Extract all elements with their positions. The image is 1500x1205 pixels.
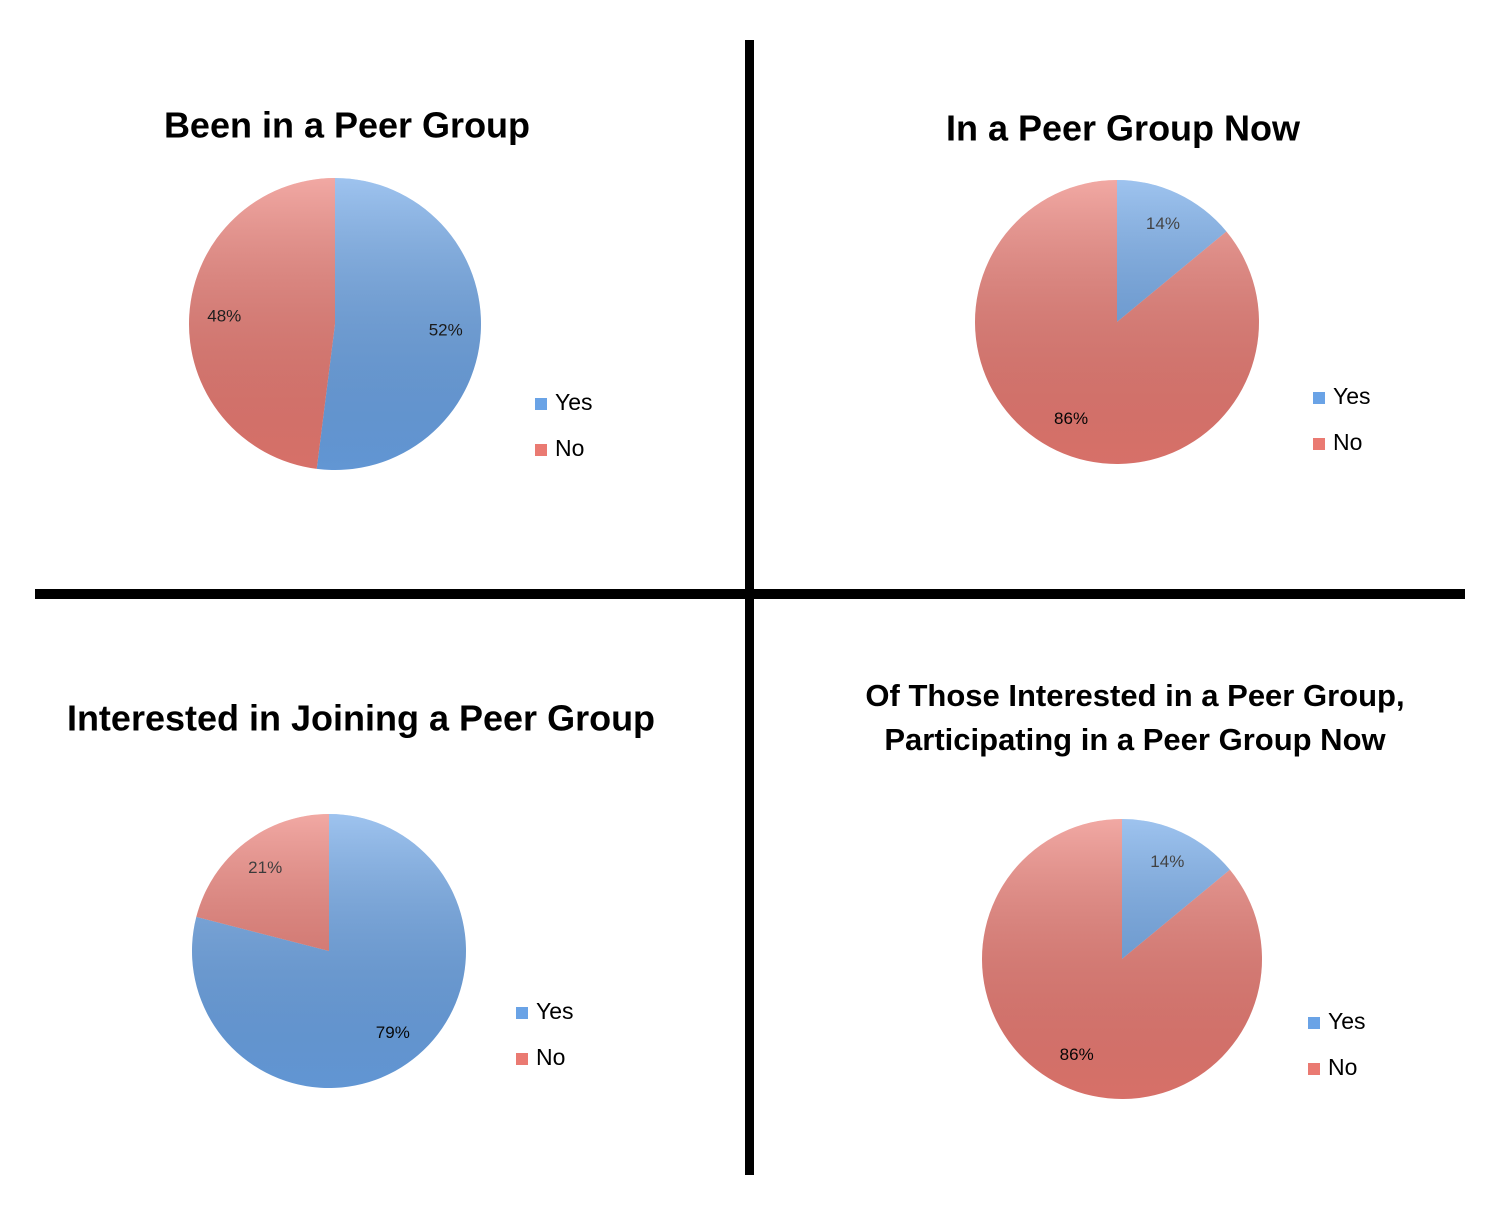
legend-label: Yes: [536, 998, 574, 1024]
data-label: 14%: [1146, 214, 1180, 233]
legend-swatch: [516, 1053, 528, 1065]
legend-swatch: [1308, 1017, 1320, 1029]
divider-vertical: [745, 40, 754, 1175]
legend-swatch: [1313, 392, 1325, 404]
legend-swatch: [516, 1007, 528, 1019]
data-label: 48%: [207, 307, 241, 326]
data-label: 21%: [248, 858, 282, 877]
data-label: 52%: [429, 320, 463, 339]
data-label: 79%: [376, 1023, 410, 1042]
chart-title: Of Those Interested in a Peer Group,: [865, 678, 1404, 713]
data-label: 86%: [1060, 1045, 1094, 1064]
data-label: 86%: [1054, 409, 1088, 428]
legend-label: No: [1333, 429, 1362, 455]
chart-title: In a Peer Group Now: [946, 108, 1301, 149]
chart-title: Interested in Joining a Peer Group: [67, 698, 655, 739]
chart-title: Been in a Peer Group: [164, 105, 530, 146]
legend-label: Yes: [1333, 383, 1371, 409]
legend-swatch: [535, 444, 547, 456]
divider-horizontal: [35, 589, 1465, 599]
legend-swatch: [1313, 438, 1325, 450]
legend-swatch: [535, 398, 547, 410]
legend-label: No: [555, 435, 584, 461]
legend-label: No: [536, 1044, 565, 1070]
legend-label: No: [1328, 1054, 1357, 1080]
legend-label: Yes: [1328, 1008, 1366, 1034]
legend-swatch: [1308, 1063, 1320, 1075]
chart-title: Participating in a Peer Group Now: [884, 722, 1386, 757]
legend-label: Yes: [555, 389, 593, 415]
data-label: 14%: [1150, 852, 1184, 871]
